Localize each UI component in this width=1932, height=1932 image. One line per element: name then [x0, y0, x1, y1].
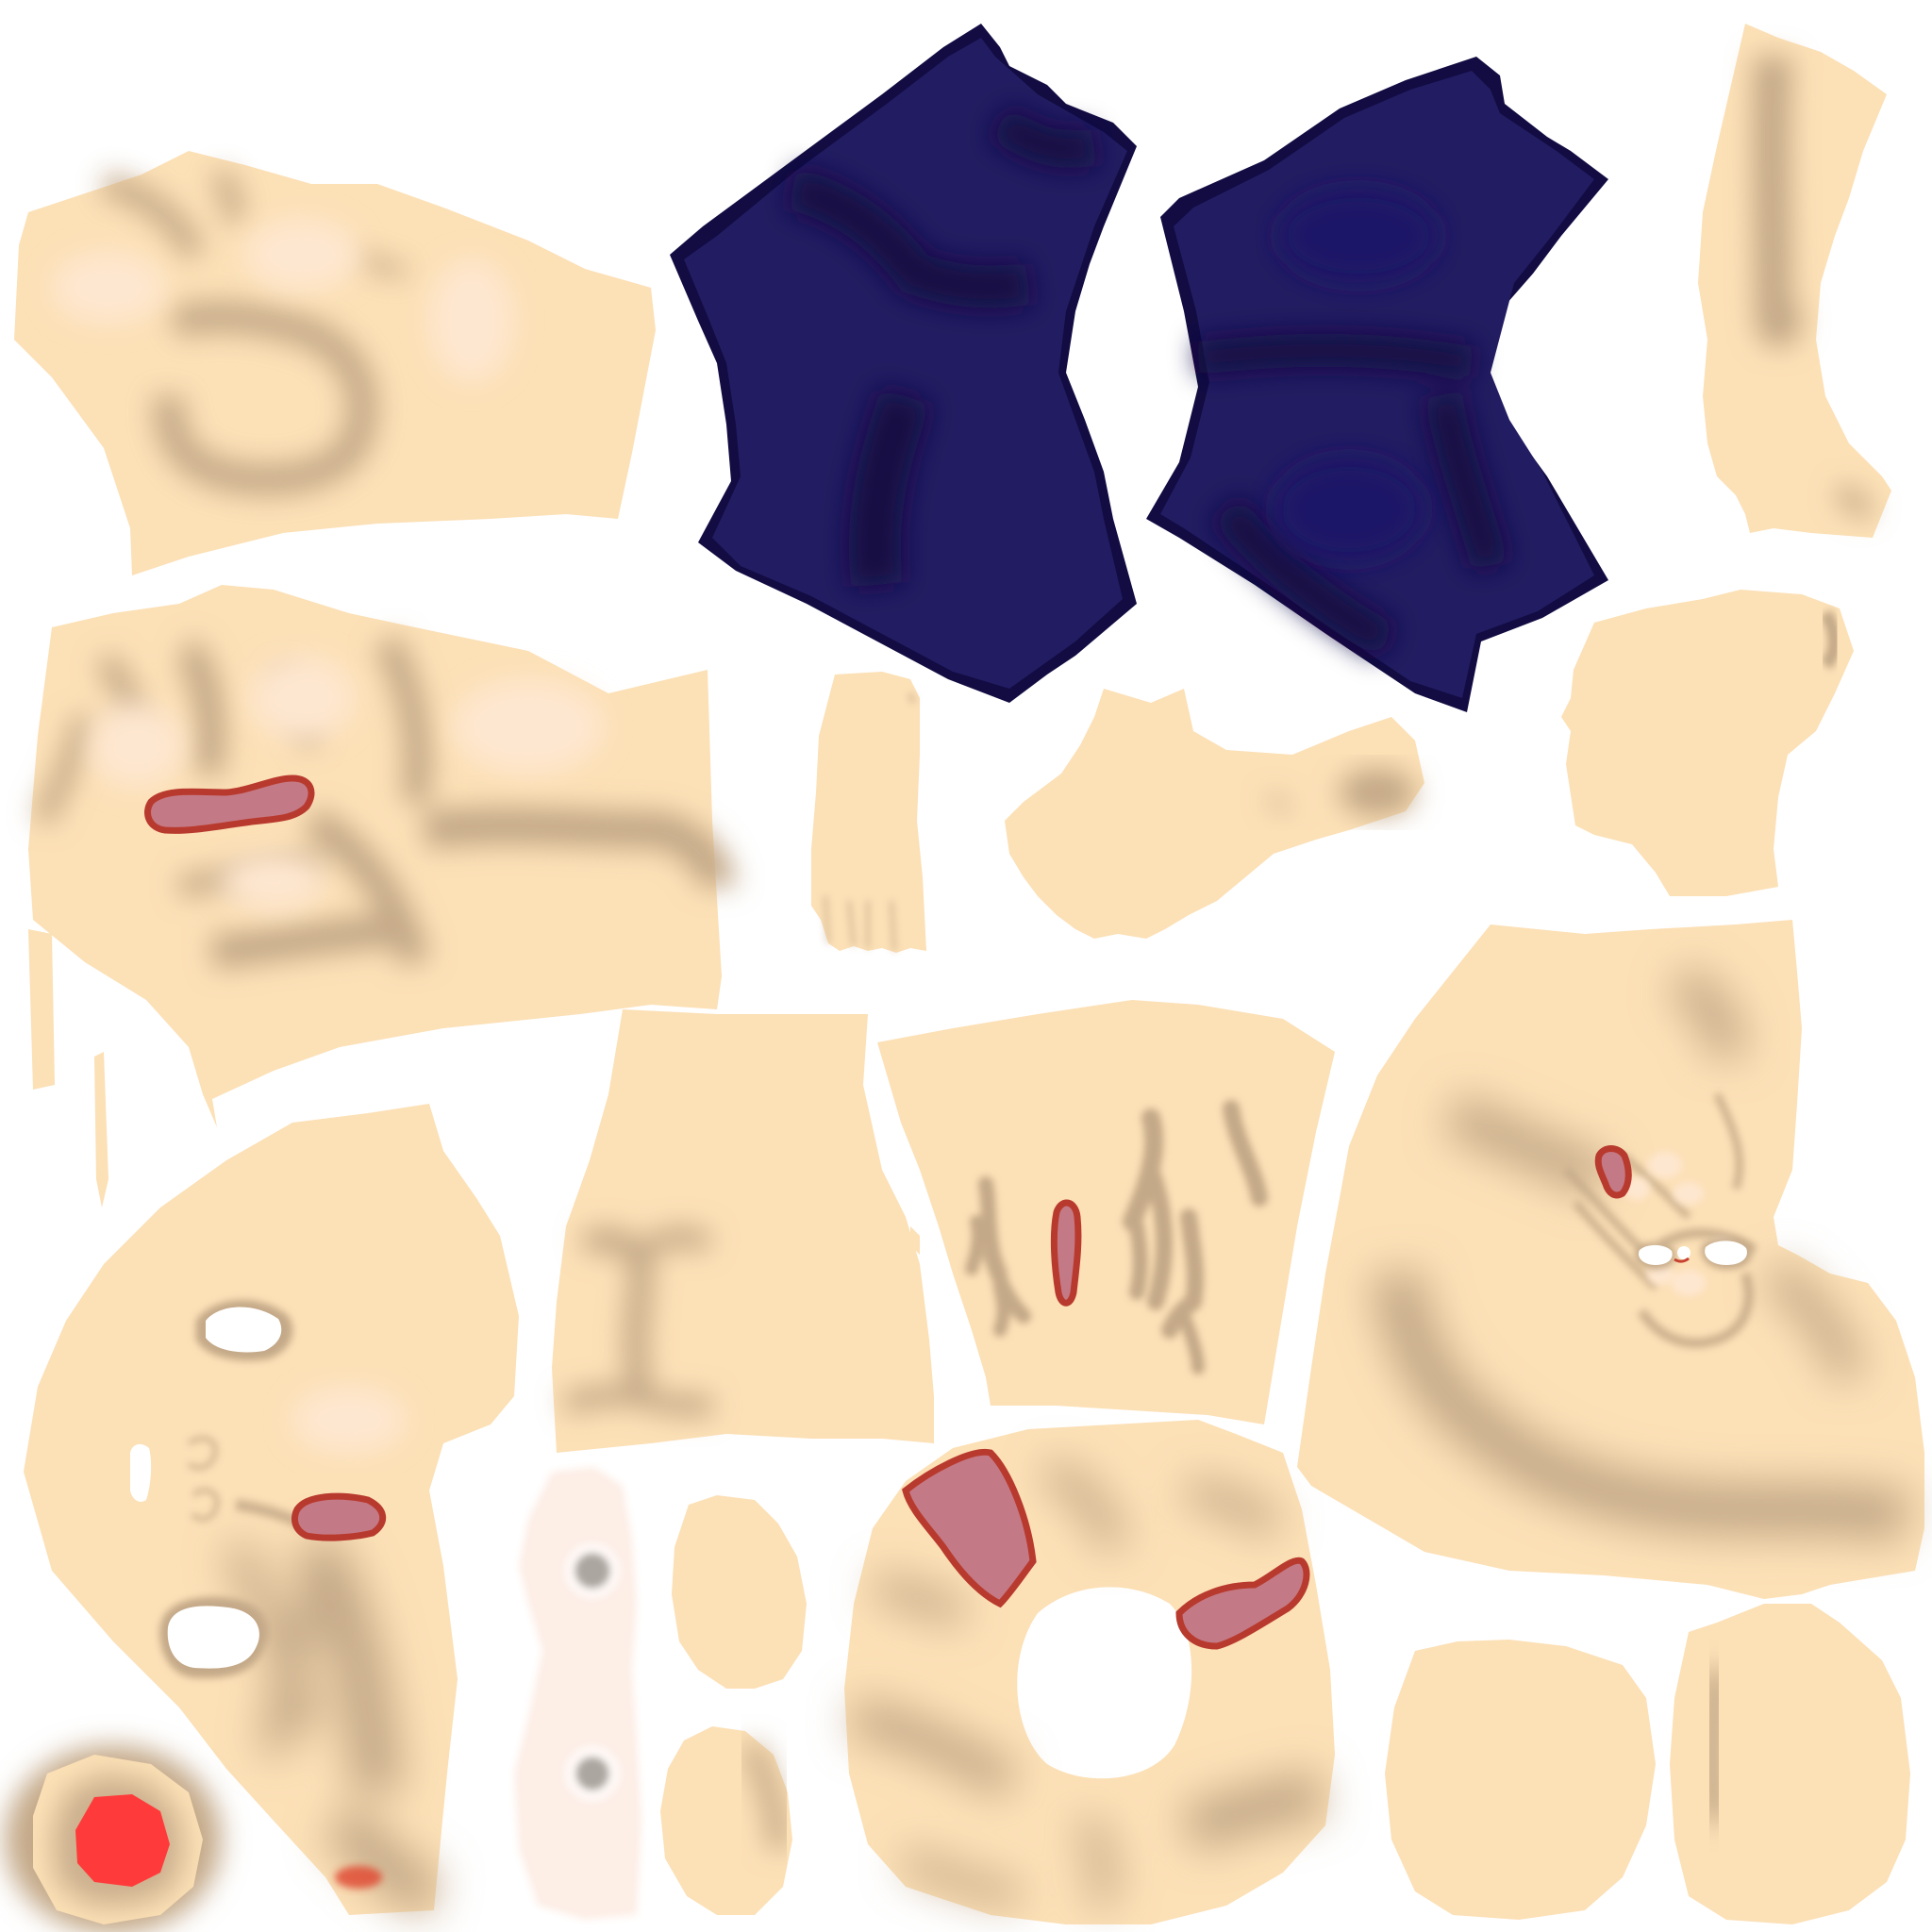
skin-torso-wounded: [28, 585, 736, 1208]
skin-back-veins: [877, 1000, 1335, 1424]
skin-patch-upper-left: [14, 151, 656, 575]
skin-face-patch: [24, 1104, 519, 1919]
skin-foot: [811, 672, 926, 953]
wound-ring-right: [1175, 1557, 1310, 1650]
skin-oval-lower: [660, 1726, 792, 1915]
wound-chest: [144, 774, 315, 834]
wound-hip: [1594, 1145, 1632, 1199]
blood-spot: [75, 1794, 170, 1887]
skin-block-right: [1561, 590, 1854, 896]
eye-socket-lower: [159, 1596, 269, 1678]
skin-hip-patch: [1297, 920, 1924, 1599]
skin-oval-upper: [672, 1495, 807, 1689]
skin-oval-bottom-b: [1670, 1604, 1910, 1924]
skin-hand: [1005, 689, 1424, 939]
skin-oval-bottom-a: [1385, 1640, 1656, 1920]
iris-upper: [575, 1554, 609, 1588]
fabric-shorts-right: [1146, 57, 1608, 712]
skin-arm-strip: [1698, 24, 1891, 538]
skin-abdomen: [552, 1009, 934, 1453]
eye-socket-upper: [195, 1300, 293, 1361]
wound-face: [291, 1492, 387, 1541]
fabric-shorts-left: [670, 24, 1137, 703]
skin-ring: [844, 1420, 1335, 1924]
blood-spot-patch: [5, 1745, 222, 1932]
hip-holes: [1635, 1238, 1752, 1270]
wound-back: [1050, 1199, 1082, 1307]
iris-lower: [576, 1757, 608, 1790]
eye-texture-strip: [514, 1467, 641, 1920]
wound-ring-left: [902, 1448, 1037, 1608]
